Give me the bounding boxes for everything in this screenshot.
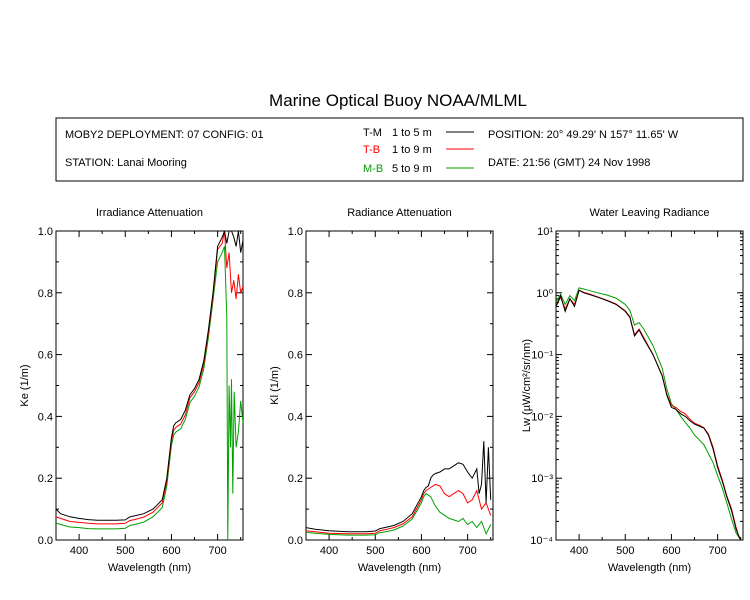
radiance-attenuation-panel: Radiance Attenuation 400 500 600 700 0.0 0.2 0.… (269, 207, 494, 574)
y-tick-label: 0.6 (288, 350, 303, 362)
x-tick-label: 500 (616, 545, 634, 557)
plot-frame (305, 230, 494, 541)
series-line-t-b (556, 289, 742, 540)
x-tick-label: 400 (70, 545, 88, 557)
series-line-t-m (56, 231, 243, 521)
y-tick-label: 10⁻³ (531, 473, 553, 485)
x-tick-label: 600 (412, 545, 430, 557)
y-tick-label: 1.0 (38, 226, 53, 238)
y-tick-label: 0.8 (38, 288, 53, 300)
irradiance-attenuation-panel: Irradiance Attenuation 400 500 600 700 0.0 0.2… (19, 207, 244, 574)
y-tick-label: 1.0 (288, 226, 303, 238)
legend-code-mb: M-B (363, 163, 383, 175)
legend-range-tm: 1 to 5 m (392, 127, 432, 139)
y-tick-label: 10⁻² (531, 411, 553, 423)
series-line-t-m (306, 441, 492, 533)
series-line-m-b (56, 246, 243, 540)
legend-code-tb: T-B (363, 144, 380, 156)
y-axis-label: Kl (1/m) (269, 366, 281, 405)
x-tick-label: 700 (458, 545, 476, 557)
series-line-t-m (556, 289, 742, 540)
x-tick-label: 700 (708, 545, 726, 557)
date-text: DATE: 21:56 (GMT) 24 Nov 1998 (488, 157, 650, 169)
y-tick-label: 0.4 (38, 411, 53, 423)
legend: T-M 1 to 5 m T-B 1 to 9 m M-B 5 to 9 m (363, 127, 474, 175)
y-tick-label: 0.0 (288, 535, 303, 547)
panel-title: Irradiance Attenuation (96, 207, 203, 219)
y-tick-label: 0.2 (288, 473, 303, 485)
station-text: STATION: Lanai Mooring (65, 157, 187, 169)
panel-title: Radiance Attenuation (347, 207, 452, 219)
deployment-text: MOBY2 DEPLOYMENT: 07 CONFIG: 01 (65, 129, 264, 141)
y-tick-label: 10⁰ (536, 288, 553, 300)
y-tick-label: 0.0 (38, 535, 53, 547)
plot-frame (555, 230, 744, 541)
x-axis-label: Wavelength (nm) (608, 562, 691, 574)
y-tick-label: 10¹ (537, 226, 553, 238)
legend-range-tb: 1 to 9 m (392, 144, 432, 156)
y-axis-label: Lw (µW/cm²/sr/nm) (521, 339, 533, 432)
y-tick-label: 0.4 (288, 411, 303, 423)
y-tick-label: 0.2 (38, 473, 53, 485)
panel-title: Water Leaving Radiance (589, 207, 709, 219)
x-axis-label: Wavelength (nm) (358, 562, 441, 574)
x-tick-label: 700 (208, 545, 226, 557)
x-tick-label: 500 (366, 545, 384, 557)
y-axis-label: Ke (1/m) (19, 364, 31, 406)
x-tick-label: 400 (570, 545, 588, 557)
y-tick-label: 0.8 (288, 288, 303, 300)
x-tick-label: 500 (116, 545, 134, 557)
figure-title: Marine Optical Buoy NOAA/MLML (269, 91, 527, 110)
y-tick-label: 0.6 (38, 350, 53, 362)
x-tick-label: 400 (320, 545, 338, 557)
series-line-m-b (556, 287, 742, 540)
legend-range-mb: 5 to 9 m (392, 163, 432, 175)
x-tick-label: 600 (662, 545, 680, 557)
series-line-t-b (306, 483, 492, 535)
series-line-t-b (56, 231, 243, 525)
series-line-m-b (306, 492, 492, 536)
info-box (55, 117, 744, 182)
y-tick-label: 10⁻⁴ (530, 535, 553, 547)
x-axis-label: Wavelength (nm) (108, 562, 191, 574)
y-tick-label: 10⁻¹ (531, 350, 553, 362)
x-tick-label: 600 (162, 545, 180, 557)
water-leaving-radiance-panel: Water Leaving Radiance 400 500 600 700 10⁻⁴ 10… (521, 207, 744, 574)
legend-code-tm: T-M (363, 127, 382, 139)
position-text: POSITION: 20° 49.29' N 157° 11.65' W (488, 129, 679, 141)
